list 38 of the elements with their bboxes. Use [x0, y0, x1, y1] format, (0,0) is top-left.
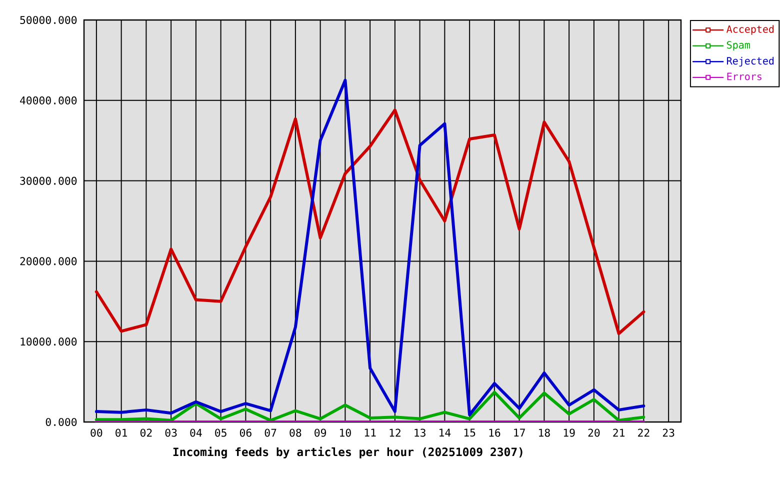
x-tick-label: 13 [414, 428, 426, 437]
x-tick-label: 15 [464, 428, 476, 437]
y-tick-label: 40000.000 [20, 96, 77, 104]
line-series [94, 78, 646, 416]
x-tick-label: 05 [215, 428, 226, 437]
x-axis-title: Incoming feeds by articles per hour (20251009 2307) [173, 446, 522, 458]
x-tick-label: 17 [514, 428, 525, 436]
y-tick-label: 0.000 [46, 418, 77, 426]
x-tick-label: 04 [190, 428, 202, 437]
y-tick-label: 30000.000 [20, 176, 77, 185]
y-tick-label: 20000.000 [20, 257, 77, 266]
x-tick-label: 06 [240, 428, 252, 437]
x-tick-label: 23 [662, 428, 674, 437]
x-tick-label: 14 [440, 428, 451, 436]
x-tick-label: 00 [90, 428, 102, 437]
x-tick-label: 16 [489, 428, 500, 437]
y-tick-label: 50000.000 [20, 16, 77, 24]
line-series [94, 108, 646, 336]
x-tick-label: 18 [539, 428, 550, 437]
legend-label: Accepted [726, 25, 774, 35]
legend-label: Spam [726, 41, 750, 51]
legend-label: Errors [727, 72, 762, 80]
y-tick-label: 10000.000 [20, 338, 77, 346]
x-tick-label: 12 [390, 428, 400, 437]
x-tick-label: 08 [290, 428, 302, 437]
x-tick-label: 11 [364, 428, 376, 436]
x-tick-label: 03 [165, 428, 177, 437]
x-tick-label: 21 [613, 428, 625, 437]
x-tick-label: 01 [116, 428, 128, 437]
x-tick-label: 07 [264, 428, 276, 437]
x-tick-label: 22 [638, 428, 650, 437]
line-series [94, 390, 646, 422]
x-tick-label: 19 [564, 428, 575, 437]
x-tick-label: 10 [340, 428, 351, 437]
x-tick-label: 20 [588, 428, 600, 437]
x-tick-label: 09 [314, 428, 326, 437]
legend-label: Rejected [727, 56, 774, 67]
x-tick-label: 02 [140, 428, 152, 437]
